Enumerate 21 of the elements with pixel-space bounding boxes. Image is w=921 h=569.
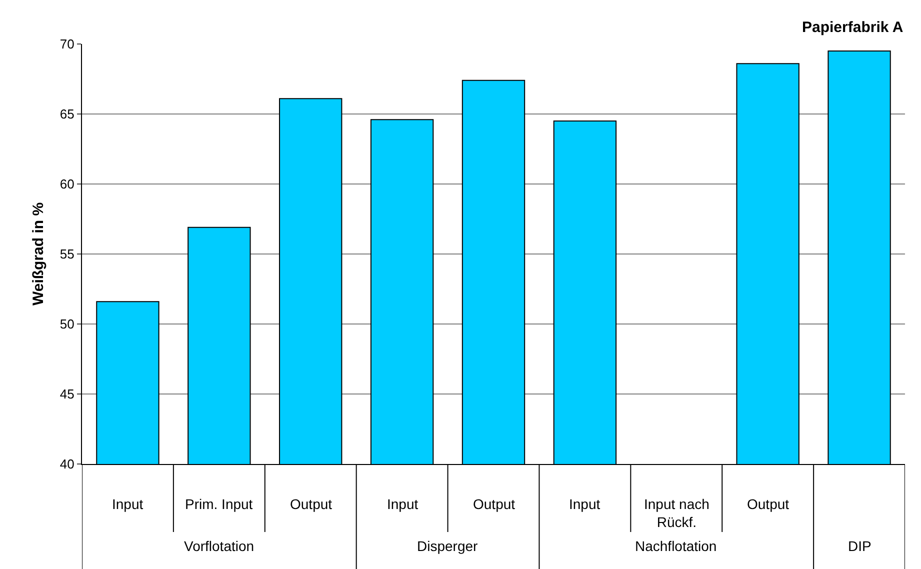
text: Disperger	[417, 538, 478, 554]
x-tick-label: Output	[747, 496, 790, 512]
y-axis-title: Weißgrad in %	[30, 202, 48, 306]
x-tick-label: Input nach Rückf.	[644, 496, 710, 530]
x-tick-label: Input	[569, 496, 600, 512]
y-tick-label: 70	[60, 36, 74, 52]
text: DIP	[848, 538, 872, 554]
x-tick-label: Output	[290, 496, 332, 512]
x-tick-label: Input	[387, 496, 418, 512]
y-tick-label: 40	[60, 456, 74, 472]
y-tick-label: 55	[60, 246, 74, 262]
y-tick-label: 45	[60, 386, 74, 402]
y-tick-label: 60	[60, 176, 74, 192]
y-tick-label: 50	[60, 316, 74, 332]
x-tick-label: Input	[112, 496, 144, 512]
text: Vorflotation	[184, 538, 254, 554]
chart-title: Papierfabrik A	[802, 19, 904, 36]
y-tick-label: 65	[60, 106, 74, 122]
x-tick-label: Prim. Input	[185, 496, 253, 512]
x-tick-label: Output	[473, 496, 516, 512]
text: Nachflotation	[635, 538, 717, 554]
